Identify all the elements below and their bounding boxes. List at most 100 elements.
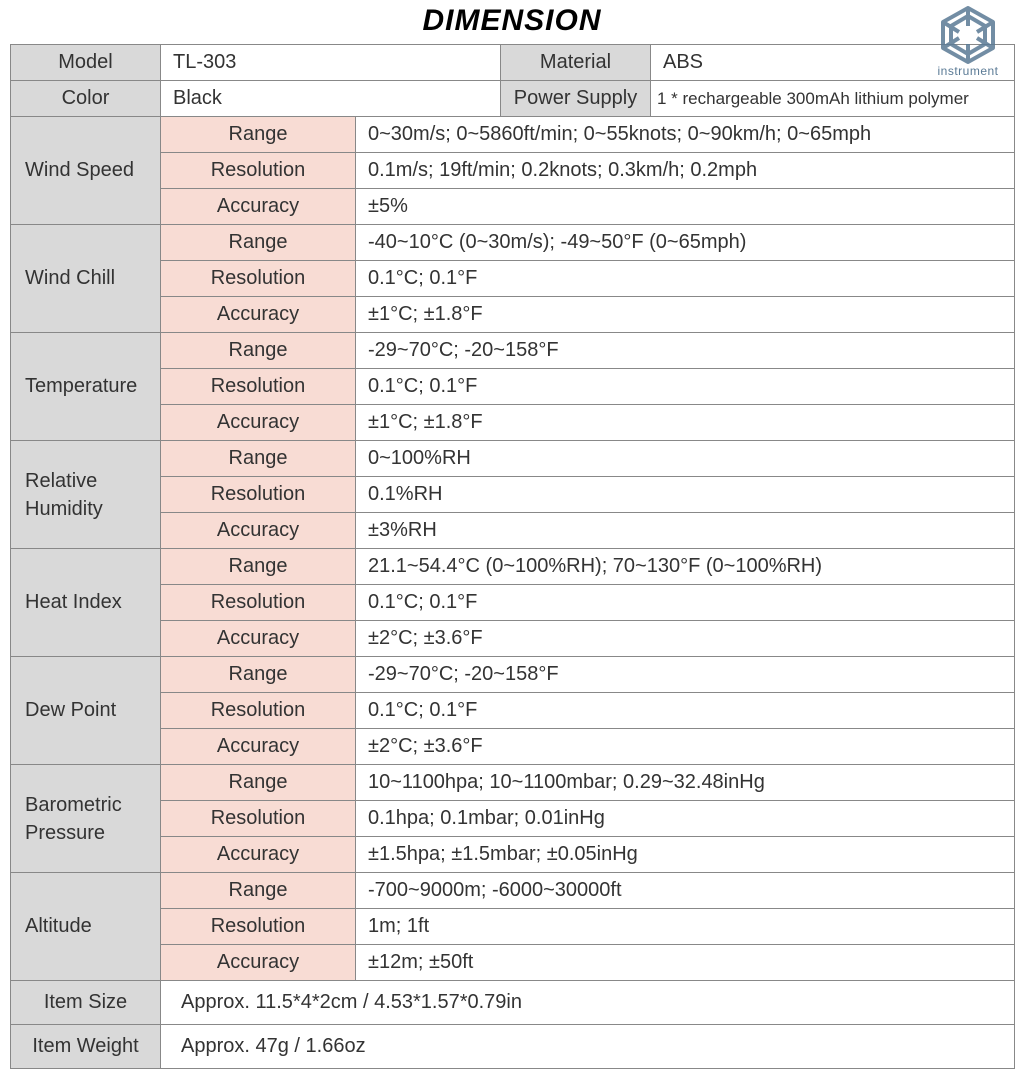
label-accuracy: Accuracy — [161, 729, 356, 765]
table-row: Barometric Pressure Range 10~1100hpa; 10… — [11, 765, 1015, 801]
brand-logo: instrument — [924, 4, 1012, 78]
label-resolution: Resolution — [161, 693, 356, 729]
barometric-pressure-resolution: 0.1hpa; 0.1mbar; 0.01inHg — [356, 801, 1015, 837]
heat-index-range: 21.1~54.4°C (0~100%RH); 70~130°F (0~100%… — [356, 549, 1015, 585]
label-accuracy: Accuracy — [161, 405, 356, 441]
label-color: Color — [11, 81, 161, 117]
barometric-pressure-range: 10~1100hpa; 10~1100mbar; 0.29~32.48inHg — [356, 765, 1015, 801]
heat-index-accuracy: ±2°C; ±3.6°F — [356, 621, 1015, 657]
label-range: Range — [161, 657, 356, 693]
section-dew-point: Dew Point — [11, 657, 161, 765]
wind-speed-resolution: 0.1m/s; 19ft/min; 0.2knots; 0.3km/h; 0.2… — [356, 153, 1015, 189]
wind-speed-range: 0~30m/s; 0~5860ft/min; 0~55knots; 0~90km… — [356, 117, 1015, 153]
dew-point-resolution: 0.1°C; 0.1°F — [356, 693, 1015, 729]
label-resolution: Resolution — [161, 909, 356, 945]
table-row: Accuracy ±1°C; ±1.8°F — [11, 297, 1015, 333]
label-accuracy: Accuracy — [161, 621, 356, 657]
label-accuracy: Accuracy — [161, 837, 356, 873]
barometric-pressure-accuracy: ±1.5hpa; ±1.5mbar; ±0.05inHg — [356, 837, 1015, 873]
section-barometric-pressure: Barometric Pressure — [11, 765, 161, 873]
table-row: Resolution 0.1hpa; 0.1mbar; 0.01inHg — [11, 801, 1015, 837]
brand-logo-text: instrument — [924, 64, 1012, 78]
wind-chill-resolution: 0.1°C; 0.1°F — [356, 261, 1015, 297]
table-row: Resolution 0.1°C; 0.1°F — [11, 261, 1015, 297]
label-accuracy: Accuracy — [161, 297, 356, 333]
section-altitude: Altitude — [11, 873, 161, 981]
table-row: Accuracy ±2°C; ±3.6°F — [11, 729, 1015, 765]
value-item-weight: Approx. 47g / 1.66oz — [161, 1025, 1015, 1069]
value-model: TL-303 — [161, 45, 501, 81]
section-temperature: Temperature — [11, 333, 161, 441]
altitude-resolution: 1m; 1ft — [356, 909, 1015, 945]
label-accuracy: Accuracy — [161, 513, 356, 549]
label-accuracy: Accuracy — [161, 189, 356, 225]
label-range: Range — [161, 873, 356, 909]
table-row: Accuracy ±1°C; ±1.8°F — [11, 405, 1015, 441]
label-resolution: Resolution — [161, 153, 356, 189]
wind-chill-range: -40~10°C (0~30m/s); -49~50°F (0~65mph) — [356, 225, 1015, 261]
value-color: Black — [161, 81, 501, 117]
spec-table: Model TL-303 Material ABS Color Black Po… — [10, 44, 1015, 1069]
section-heat-index: Heat Index — [11, 549, 161, 657]
label-range: Range — [161, 441, 356, 477]
label-resolution: Resolution — [161, 369, 356, 405]
label-accuracy: Accuracy — [161, 945, 356, 981]
dew-point-accuracy: ±2°C; ±3.6°F — [356, 729, 1015, 765]
table-row: Resolution 1m; 1ft — [11, 909, 1015, 945]
temperature-resolution: 0.1°C; 0.1°F — [356, 369, 1015, 405]
relative-humidity-range: 0~100%RH — [356, 441, 1015, 477]
label-range: Range — [161, 117, 356, 153]
label-material: Material — [501, 45, 651, 81]
dew-point-range: -29~70°C; -20~158°F — [356, 657, 1015, 693]
table-row: Altitude Range -700~9000m; -6000~30000ft — [11, 873, 1015, 909]
temperature-range: -29~70°C; -20~158°F — [356, 333, 1015, 369]
wind-speed-accuracy: ±5% — [356, 189, 1015, 225]
hexagon-icon — [933, 4, 1003, 66]
wind-chill-accuracy: ±1°C; ±1.8°F — [356, 297, 1015, 333]
value-power-supply: 1 * rechargeable 300mAh lithium polymer — [651, 81, 1015, 117]
table-row: Heat Index Range 21.1~54.4°C (0~100%RH);… — [11, 549, 1015, 585]
label-item-size: Item Size — [11, 981, 161, 1025]
table-row: Resolution 0.1%RH — [11, 477, 1015, 513]
section-wind-chill: Wind Chill — [11, 225, 161, 333]
table-row: Relative Humidity Range 0~100%RH — [11, 441, 1015, 477]
altitude-range: -700~9000m; -6000~30000ft — [356, 873, 1015, 909]
label-resolution: Resolution — [161, 801, 356, 837]
value-item-size: Approx. 11.5*4*2cm / 4.53*1.57*0.79in — [161, 981, 1015, 1025]
table-row: Accuracy ±5% — [11, 189, 1015, 225]
table-row: Model TL-303 Material ABS — [11, 45, 1015, 81]
table-row: Wind Chill Range -40~10°C (0~30m/s); -49… — [11, 225, 1015, 261]
table-row: Temperature Range -29~70°C; -20~158°F — [11, 333, 1015, 369]
table-row: Resolution 0.1°C; 0.1°F — [11, 585, 1015, 621]
label-range: Range — [161, 225, 356, 261]
label-range: Range — [161, 549, 356, 585]
table-row: Dew Point Range -29~70°C; -20~158°F — [11, 657, 1015, 693]
altitude-accuracy: ±12m; ±50ft — [356, 945, 1015, 981]
heat-index-resolution: 0.1°C; 0.1°F — [356, 585, 1015, 621]
table-row: Item Size Approx. 11.5*4*2cm / 4.53*1.57… — [11, 981, 1015, 1025]
table-row: Wind Speed Range 0~30m/s; 0~5860ft/min; … — [11, 117, 1015, 153]
label-range: Range — [161, 765, 356, 801]
relative-humidity-resolution: 0.1%RH — [356, 477, 1015, 513]
table-row: Color Black Power Supply 1 * rechargeabl… — [11, 81, 1015, 117]
table-row: Accuracy ±3%RH — [11, 513, 1015, 549]
temperature-accuracy: ±1°C; ±1.8°F — [356, 405, 1015, 441]
page-title: DIMENSION — [0, 4, 1024, 38]
section-relative-humidity: Relative Humidity — [11, 441, 161, 549]
table-row: Resolution 0.1m/s; 19ft/min; 0.2knots; 0… — [11, 153, 1015, 189]
table-row: Accuracy ±2°C; ±3.6°F — [11, 621, 1015, 657]
label-range: Range — [161, 333, 356, 369]
section-wind-speed: Wind Speed — [11, 117, 161, 225]
label-item-weight: Item Weight — [11, 1025, 161, 1069]
label-resolution: Resolution — [161, 585, 356, 621]
label-power-supply: Power Supply — [501, 81, 651, 117]
table-row: Item Weight Approx. 47g / 1.66oz — [11, 1025, 1015, 1069]
relative-humidity-accuracy: ±3%RH — [356, 513, 1015, 549]
table-row: Accuracy ±1.5hpa; ±1.5mbar; ±0.05inHg — [11, 837, 1015, 873]
table-row: Accuracy ±12m; ±50ft — [11, 945, 1015, 981]
table-row: Resolution 0.1°C; 0.1°F — [11, 369, 1015, 405]
label-resolution: Resolution — [161, 261, 356, 297]
label-resolution: Resolution — [161, 477, 356, 513]
table-row: Resolution 0.1°C; 0.1°F — [11, 693, 1015, 729]
label-model: Model — [11, 45, 161, 81]
